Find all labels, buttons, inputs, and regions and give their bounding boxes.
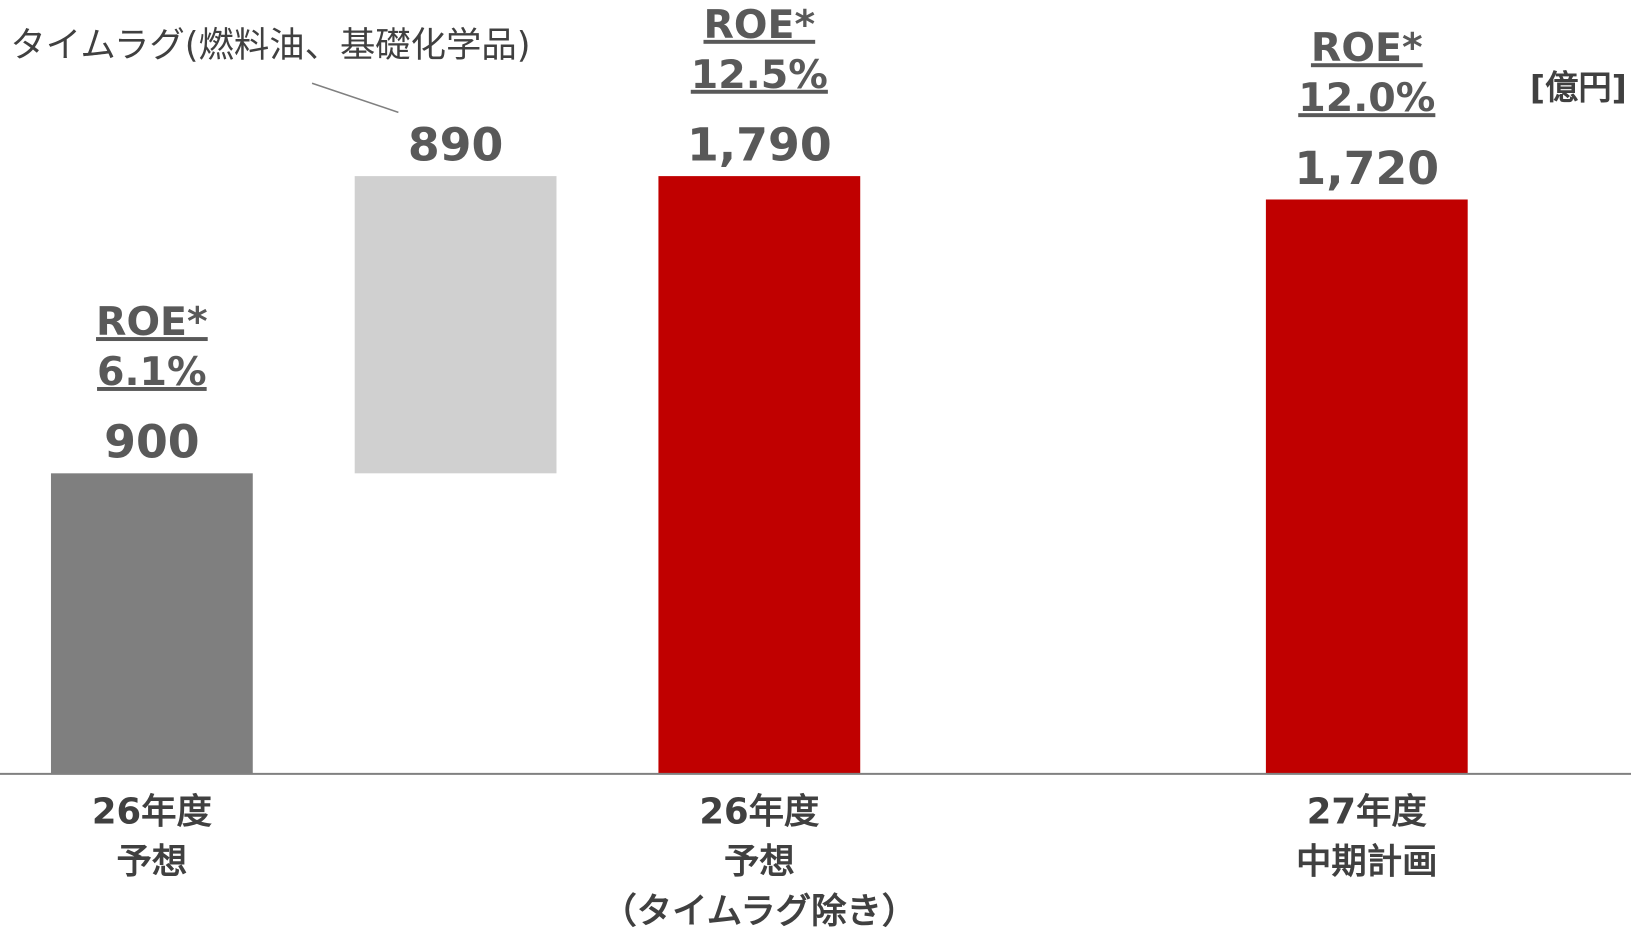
roe-label: 6.1% — [97, 349, 207, 395]
roe-label: 12.0% — [1298, 75, 1435, 121]
bar — [658, 176, 861, 774]
roe-label: ROE* — [1311, 25, 1423, 71]
value-label: 890 — [408, 119, 504, 172]
roe-label: ROE* — [703, 2, 815, 48]
x-tick-label: 27年度中期計画 — [1296, 791, 1437, 882]
x-tick-label: 26年度予想（タイムラグ除き） — [601, 791, 917, 932]
bar — [1265, 199, 1468, 774]
annotation: タイムラグ(燃料油、基礎化学品) — [10, 25, 530, 66]
value-label: 1,720 — [1294, 142, 1439, 195]
value-label: 900 — [104, 416, 200, 469]
value-label: 1,790 — [687, 119, 832, 172]
bar — [354, 176, 557, 474]
roe-label: ROE* — [96, 299, 208, 345]
x-tick-label: 26年度予想 — [92, 791, 213, 882]
leader-line — [311, 82, 399, 114]
bar — [50, 473, 253, 774]
unit-label: [億円] — [1530, 68, 1627, 107]
roe-label: 12.5% — [691, 52, 828, 98]
